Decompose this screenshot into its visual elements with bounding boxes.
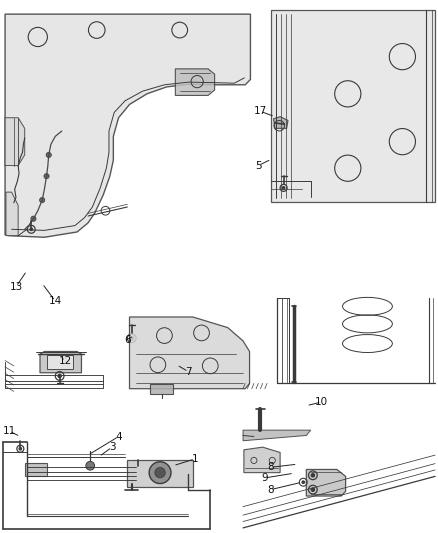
Text: 8: 8 [267, 462, 274, 472]
Polygon shape [271, 11, 435, 201]
Text: 12: 12 [59, 356, 72, 366]
Circle shape [44, 174, 49, 179]
Text: 4: 4 [115, 432, 122, 441]
Polygon shape [306, 470, 346, 496]
Polygon shape [150, 384, 173, 394]
Circle shape [155, 467, 165, 478]
Circle shape [30, 228, 32, 231]
Text: 5: 5 [255, 160, 261, 171]
Text: 9: 9 [261, 473, 268, 483]
Polygon shape [5, 118, 25, 166]
Text: 13: 13 [9, 281, 23, 292]
Circle shape [46, 152, 51, 158]
Text: 11: 11 [3, 426, 16, 436]
Polygon shape [274, 117, 288, 128]
Circle shape [31, 216, 36, 221]
Polygon shape [243, 430, 311, 441]
Polygon shape [6, 192, 18, 236]
Circle shape [311, 473, 314, 477]
Text: 6: 6 [124, 335, 131, 345]
Text: 8: 8 [267, 484, 274, 495]
Bar [46, 355, 73, 369]
Polygon shape [244, 447, 280, 473]
Text: 17: 17 [254, 107, 267, 116]
Circle shape [39, 197, 45, 203]
Circle shape [311, 488, 314, 491]
Circle shape [149, 462, 171, 483]
Circle shape [283, 187, 285, 189]
Text: 14: 14 [49, 296, 62, 306]
Text: 1: 1 [192, 454, 198, 464]
Polygon shape [130, 317, 250, 389]
Polygon shape [127, 461, 193, 487]
Circle shape [58, 374, 61, 378]
Polygon shape [40, 351, 81, 373]
Circle shape [86, 462, 95, 470]
Polygon shape [25, 463, 46, 477]
Circle shape [302, 481, 304, 483]
Text: 10: 10 [315, 397, 328, 407]
Text: 3: 3 [109, 442, 115, 452]
Polygon shape [5, 14, 251, 237]
Text: 7: 7 [185, 367, 192, 377]
Circle shape [130, 336, 134, 340]
Polygon shape [175, 69, 215, 95]
Circle shape [19, 447, 21, 450]
